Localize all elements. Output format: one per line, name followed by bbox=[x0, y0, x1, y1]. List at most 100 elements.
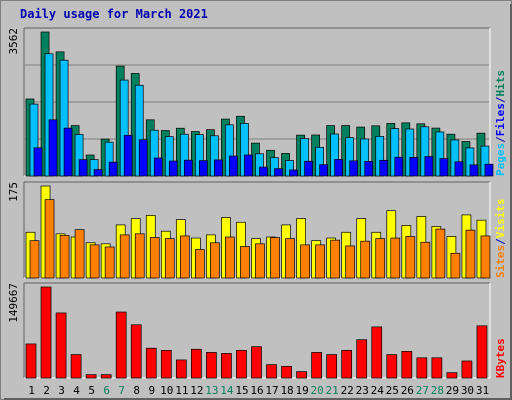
bar-kbytes bbox=[431, 357, 443, 379]
bar-kbytes bbox=[85, 374, 97, 379]
bar-sites bbox=[119, 234, 130, 279]
bar-pages bbox=[379, 159, 389, 177]
bar-sites bbox=[480, 235, 491, 279]
x-tick-label: 24 bbox=[371, 384, 385, 397]
x-tick-label: 3 bbox=[58, 384, 65, 397]
bar-pages bbox=[48, 119, 58, 177]
x-tick-label: 29 bbox=[446, 384, 459, 397]
bar-pages bbox=[364, 161, 374, 177]
bar-pages bbox=[259, 166, 268, 177]
bar-kbytes bbox=[446, 372, 458, 379]
bar-kbytes bbox=[145, 347, 157, 379]
x-tick-label: 6 bbox=[103, 384, 110, 397]
bar-kbytes bbox=[296, 371, 307, 379]
bar-sites bbox=[345, 245, 356, 279]
bar-pages bbox=[78, 159, 88, 177]
bar-sites bbox=[59, 235, 70, 279]
bar-kbytes bbox=[371, 326, 383, 379]
x-tick-label: 10 bbox=[160, 384, 173, 397]
bar-kbytes bbox=[25, 343, 37, 379]
bar-kbytes bbox=[326, 354, 337, 379]
bar-sites bbox=[420, 241, 431, 279]
legend: Pages/Files/Hits bbox=[494, 70, 507, 176]
bar-sites bbox=[405, 236, 416, 279]
bar-sites bbox=[134, 233, 145, 279]
bar-kbytes bbox=[70, 354, 82, 379]
bar-kbytes bbox=[401, 351, 413, 379]
bar-pages bbox=[168, 160, 178, 177]
bar-sites bbox=[240, 246, 250, 279]
bar-sites bbox=[300, 244, 310, 279]
bar-pages bbox=[33, 147, 43, 177]
bar-kbytes bbox=[191, 348, 202, 379]
bar-pages bbox=[334, 159, 343, 177]
bar-sites bbox=[285, 238, 295, 279]
legend-entry: / bbox=[494, 238, 507, 245]
legend-entry: Pages bbox=[494, 143, 507, 176]
bar-pages bbox=[394, 156, 404, 177]
x-tick-label: 27 bbox=[416, 384, 429, 397]
y-max-label: 3562 bbox=[7, 28, 20, 55]
bar-pages bbox=[123, 134, 133, 177]
chart-title: Daily usage for March 2021 bbox=[20, 7, 208, 21]
bar-pages bbox=[304, 160, 313, 177]
bar-pages bbox=[439, 158, 449, 177]
bar-kbytes bbox=[461, 360, 473, 379]
bar-kbytes bbox=[175, 359, 187, 379]
x-tick-label: 17 bbox=[265, 384, 278, 397]
legend: KBytes bbox=[494, 338, 507, 378]
bar-sites bbox=[450, 252, 461, 279]
legend-entry: Files bbox=[494, 103, 507, 136]
bar-pages bbox=[274, 168, 283, 177]
y-max-label: 149667 bbox=[7, 283, 20, 323]
legend-entry: / bbox=[494, 96, 507, 103]
legend-entry: KBytes bbox=[494, 338, 507, 378]
bar-sites bbox=[330, 239, 340, 279]
bar-sites bbox=[89, 244, 100, 279]
bar-sites bbox=[74, 229, 85, 279]
x-tick-label: 31 bbox=[476, 384, 489, 397]
bar-sites bbox=[179, 235, 190, 279]
bar-sites bbox=[104, 246, 115, 279]
bar-kbytes bbox=[55, 312, 67, 379]
bar-pages bbox=[138, 139, 148, 177]
bar-pages bbox=[319, 164, 328, 177]
x-tick-label: 8 bbox=[133, 384, 140, 397]
bar-kbytes bbox=[416, 357, 428, 379]
frame-shadow bbox=[510, 4, 512, 400]
frame-shadow bbox=[4, 398, 512, 400]
x-tick-label: 22 bbox=[341, 384, 354, 397]
x-tick-label: 13 bbox=[205, 384, 218, 397]
bar-sites bbox=[315, 244, 325, 279]
x-tick-label: 12 bbox=[190, 384, 203, 397]
bar-sites bbox=[29, 240, 40, 279]
x-tick-label: 21 bbox=[326, 384, 339, 397]
bar-sites bbox=[360, 240, 371, 279]
x-tick-label: 26 bbox=[401, 384, 414, 397]
bar-sites bbox=[375, 238, 386, 279]
bar-pages bbox=[244, 154, 253, 177]
bar-kbytes bbox=[115, 311, 127, 379]
bar-sites bbox=[270, 237, 280, 279]
x-tick-label: 19 bbox=[295, 384, 308, 397]
x-tick-label: 23 bbox=[356, 384, 369, 397]
x-tick-label: 20 bbox=[311, 384, 324, 397]
bar-sites bbox=[465, 229, 476, 279]
x-tick-label: 28 bbox=[431, 384, 444, 397]
x-tick-label: 11 bbox=[175, 384, 188, 397]
bar-kbytes bbox=[356, 339, 368, 379]
bar-kbytes bbox=[236, 349, 247, 379]
bar-sites bbox=[44, 199, 55, 279]
bar-pages bbox=[409, 157, 419, 177]
bar-kbytes bbox=[311, 352, 322, 379]
x-tick-label: 14 bbox=[220, 384, 234, 397]
bar-kbytes bbox=[130, 324, 142, 379]
x-tick-label: 5 bbox=[88, 384, 95, 397]
x-tick-label: 1 bbox=[28, 384, 35, 397]
legend-entry: / bbox=[494, 136, 507, 143]
bar-pages bbox=[199, 160, 208, 177]
bar-kbytes bbox=[40, 286, 52, 379]
bar-kbytes bbox=[281, 365, 292, 379]
x-tick-label: 4 bbox=[73, 384, 80, 397]
